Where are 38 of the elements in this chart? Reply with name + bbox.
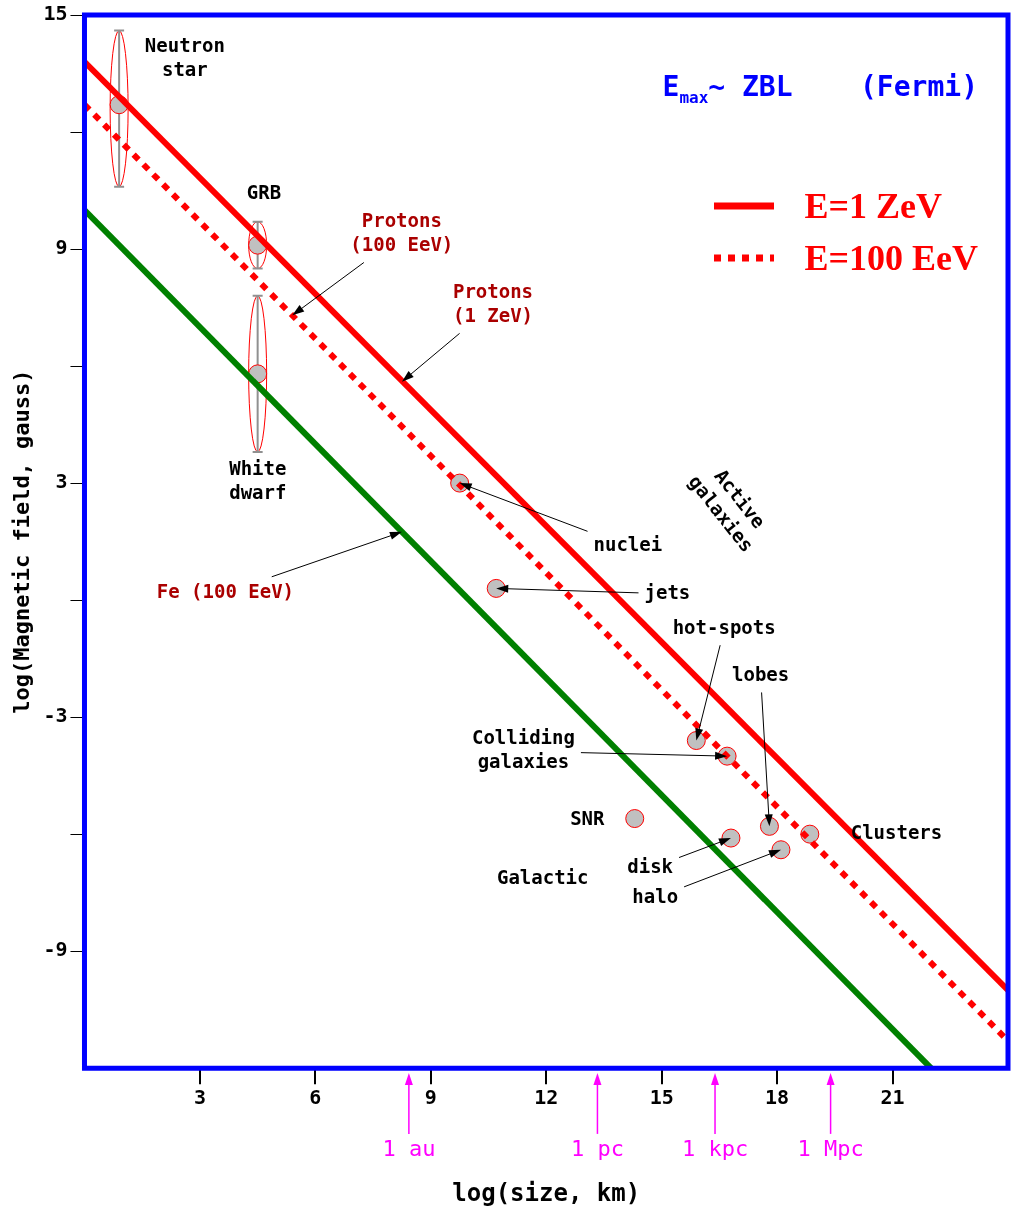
annotation: Clusters xyxy=(850,820,943,843)
legend-label: E=1 ZeV xyxy=(804,185,942,227)
annotation: nuclei xyxy=(593,533,663,556)
y-tick-label: -9 xyxy=(43,937,68,962)
text: 1 au xyxy=(382,1135,436,1161)
x-tick-label: 6 xyxy=(309,1085,322,1110)
x-tick-label: 9 xyxy=(424,1085,437,1110)
annotation: SNR xyxy=(570,807,606,830)
x-tick-label: 3 xyxy=(193,1085,206,1110)
annotation: hot-spots xyxy=(672,616,776,639)
legend-label: E=100 EeV xyxy=(804,237,978,279)
x-tick-label: 12 xyxy=(534,1085,559,1110)
annotation: Neutron star xyxy=(144,34,225,81)
annotation: halo xyxy=(632,884,679,907)
y-tick-label: 3 xyxy=(55,469,68,494)
annotation: lobes xyxy=(732,663,790,686)
annotation: Colliding galaxies xyxy=(471,726,575,773)
text: 1 pc xyxy=(570,1135,624,1161)
y-axis-title: log(Magnetic field, gauss) xyxy=(8,369,34,714)
y-tick-label: -3 xyxy=(43,703,68,728)
x-tick-label: 15 xyxy=(649,1085,674,1110)
y-tick-label: 15 xyxy=(43,1,68,26)
y-tick-label: 9 xyxy=(55,235,68,260)
annotation: Protons (100 EeV) xyxy=(350,209,454,256)
annotation: Galactic xyxy=(496,866,589,889)
text: 1 Mpc xyxy=(797,1135,864,1161)
annotation: White dwarf xyxy=(229,457,287,504)
text: 1 kpc xyxy=(681,1135,749,1161)
point xyxy=(625,809,645,829)
text: E$_{max}$~ ZBL (Fermi) xyxy=(662,70,978,107)
annotation: GRB xyxy=(246,181,282,204)
annotation: Fe (100 EeV) xyxy=(156,579,295,602)
x-tick-label: 18 xyxy=(765,1085,790,1110)
x-axis-title: log(size, km) xyxy=(452,1178,641,1207)
x-tick-label: 21 xyxy=(880,1085,905,1110)
annotation: Protons (1 ZeV) xyxy=(452,280,534,327)
annotation: jets xyxy=(644,580,691,603)
annotation: disk xyxy=(627,855,674,878)
